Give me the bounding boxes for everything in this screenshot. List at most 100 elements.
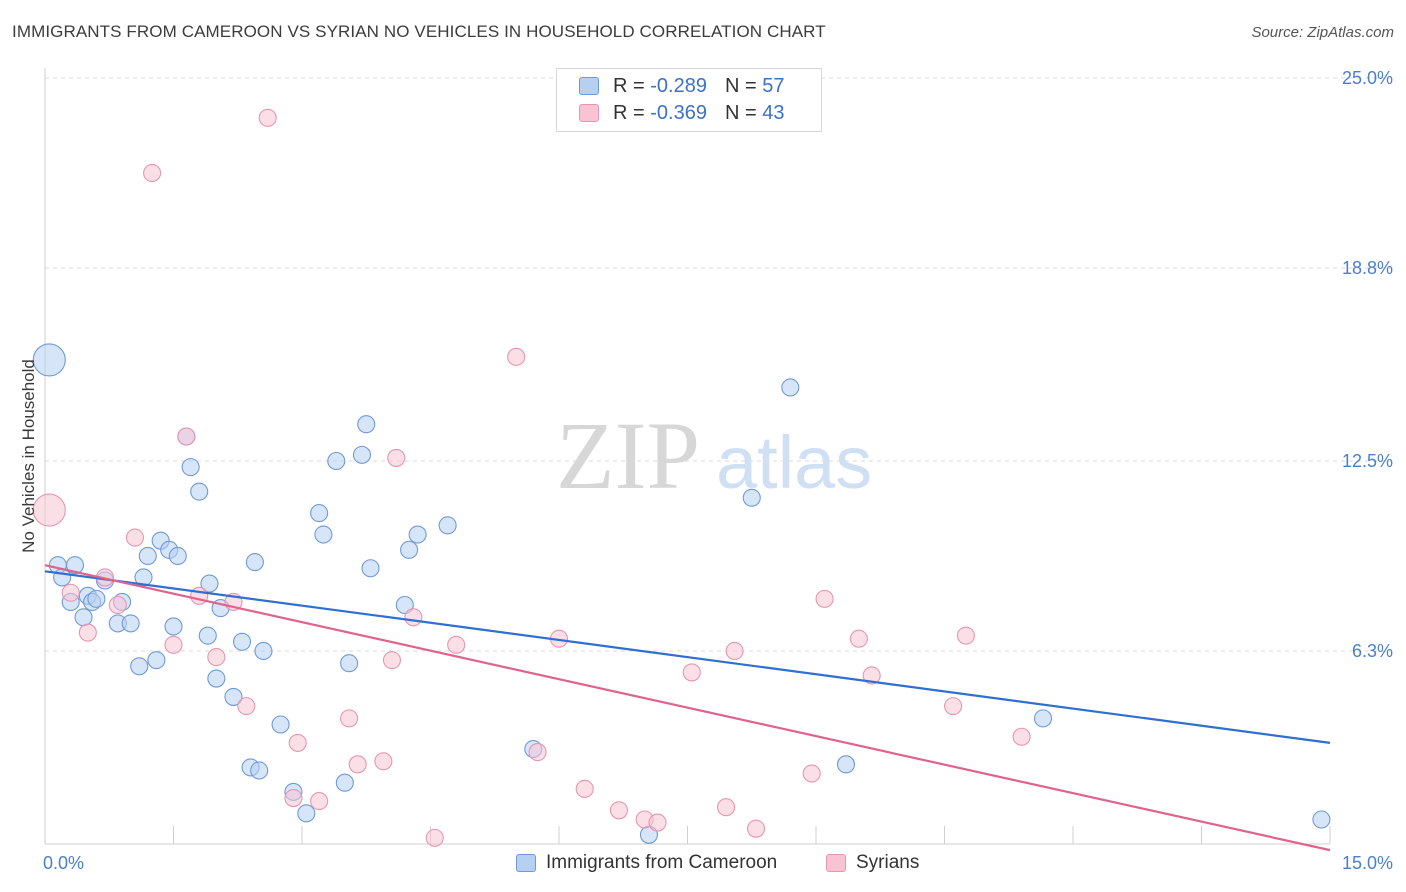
- tick-labels: 6.3% 12.5% 18.8% 25.0% 0.0% 15.0%: [43, 68, 1393, 873]
- syrians-point: [609, 801, 629, 820]
- syrians-point: [164, 635, 183, 654]
- series-cameroon-points: [32, 343, 1331, 844]
- legend-n-value: 57: [762, 74, 785, 97]
- legend-swatch-pink: [826, 854, 846, 872]
- syrians-point: [78, 623, 97, 642]
- source-credit: Source: ZipAtlas.com: [1251, 24, 1394, 41]
- cameroon-point: [207, 669, 226, 688]
- syrians-point: [404, 608, 423, 627]
- cameroon-point: [310, 504, 329, 523]
- syrians-point: [507, 347, 526, 366]
- cameroon-point: [224, 687, 243, 706]
- cameroon-point: [352, 445, 372, 464]
- y-tick-label: 12.5%: [1342, 451, 1393, 471]
- syrians-point: [716, 798, 736, 817]
- legend-swatch-blue: [516, 854, 536, 872]
- cameroon-point: [361, 559, 380, 578]
- trend-line-syrians: [44, 564, 1331, 852]
- y-tick-label: 18.8%: [1342, 258, 1393, 278]
- legend-row-syrians: R = -0.369 N = 43: [579, 100, 784, 126]
- cameroon-point: [65, 556, 85, 575]
- syrians-point: [944, 697, 963, 716]
- syrians-point: [340, 709, 359, 728]
- legend-item-syrians[interactable]: Syrians: [826, 852, 919, 874]
- cameroon-point: [340, 654, 359, 673]
- trend-line-cameroon: [44, 570, 1331, 744]
- syrians-point: [258, 108, 277, 127]
- cameroon-point: [138, 546, 157, 566]
- cameroon-point: [254, 641, 273, 661]
- x-tick-label: 0.0%: [43, 853, 84, 873]
- cameroon-point: [53, 568, 72, 587]
- cameroon-point: [327, 451, 346, 471]
- cameroon-point: [742, 488, 761, 507]
- cameroon-point: [1312, 810, 1331, 829]
- syrians-point: [237, 697, 256, 716]
- syrians-point: [815, 589, 834, 608]
- y-axis-label: No Vehicles in Household: [19, 359, 38, 553]
- legend-item-cameroon[interactable]: Immigrants from Cameroon: [516, 852, 777, 874]
- cameroon-point: [245, 553, 264, 572]
- watermark-zip: ZIP: [556, 402, 700, 509]
- cameroon-point: [335, 773, 354, 792]
- cameroon-point: [190, 482, 209, 501]
- syrians-point: [802, 764, 821, 783]
- cameroon-point: [200, 574, 219, 593]
- legend-n-label: N =: [724, 101, 757, 124]
- axes: [44, 68, 1331, 845]
- cameroon-point: [781, 378, 800, 397]
- cameroon-point: [357, 415, 376, 434]
- legend-n-value: 43: [762, 101, 785, 124]
- legend-row-cameroon: R = -0.289 N = 57: [579, 73, 784, 99]
- cameroon-point: [1033, 709, 1053, 728]
- trend-lines: [44, 564, 1331, 852]
- syrians-point: [447, 635, 466, 654]
- cameroon-point: [400, 540, 419, 559]
- cameroon-point: [147, 651, 166, 670]
- syrians-point: [348, 755, 367, 774]
- syrians-point: [125, 528, 144, 547]
- syrians-point: [862, 666, 881, 685]
- legend-r-value: -0.369: [650, 101, 707, 124]
- cameroon-point: [164, 617, 183, 636]
- syrians-point: [956, 626, 975, 645]
- syrians-point: [374, 752, 393, 771]
- legend-n-label: N =: [724, 74, 757, 97]
- cameroon-point: [836, 755, 856, 774]
- syrians-point: [207, 648, 226, 667]
- cameroon-point: [438, 516, 457, 535]
- series-syrians-points: [32, 108, 1031, 847]
- cameroon-point: [87, 589, 106, 608]
- syrians-point: [725, 641, 744, 661]
- cameroon-point: [408, 525, 427, 544]
- cameroon-point: [297, 804, 316, 823]
- correlation-legend: R = -0.289 N = 57 R = -0.369 N = 43: [556, 68, 822, 132]
- syrians-point: [288, 733, 307, 752]
- legend-r-label: R =: [613, 74, 645, 97]
- syrians-point: [284, 788, 303, 808]
- cameroon-point: [198, 626, 217, 645]
- cameroon-point: [395, 595, 414, 615]
- legend-swatch-blue: [579, 77, 599, 95]
- cameroon-point: [32, 343, 66, 377]
- legend-r-value: -0.289: [650, 74, 707, 97]
- chart-title: IMMIGRANTS FROM CAMEROON VS SYRIAN NO VE…: [12, 22, 826, 41]
- legend-label-cameroon: Immigrants from Cameroon: [546, 852, 778, 873]
- syrians-point: [528, 743, 547, 762]
- x-tick-label: 15.0%: [1342, 853, 1393, 873]
- syrians-point: [382, 651, 402, 670]
- syrians-point: [849, 629, 868, 648]
- syrians-point: [1012, 727, 1031, 746]
- cameroon-point: [314, 525, 333, 544]
- syrians-point: [310, 792, 329, 811]
- watermark: ZIP atlas: [556, 402, 872, 509]
- y-tick-label: 25.0%: [1342, 68, 1393, 88]
- syrians-point: [177, 427, 196, 446]
- syrians-point: [575, 779, 594, 798]
- syrians-point: [746, 819, 766, 838]
- syrians-point: [682, 663, 701, 682]
- legend-label-syrians: Syrians: [856, 852, 920, 873]
- y-tick-label: 6.3%: [1352, 641, 1393, 661]
- legend-swatch-pink: [579, 104, 599, 122]
- legend-r-label: R =: [613, 101, 645, 124]
